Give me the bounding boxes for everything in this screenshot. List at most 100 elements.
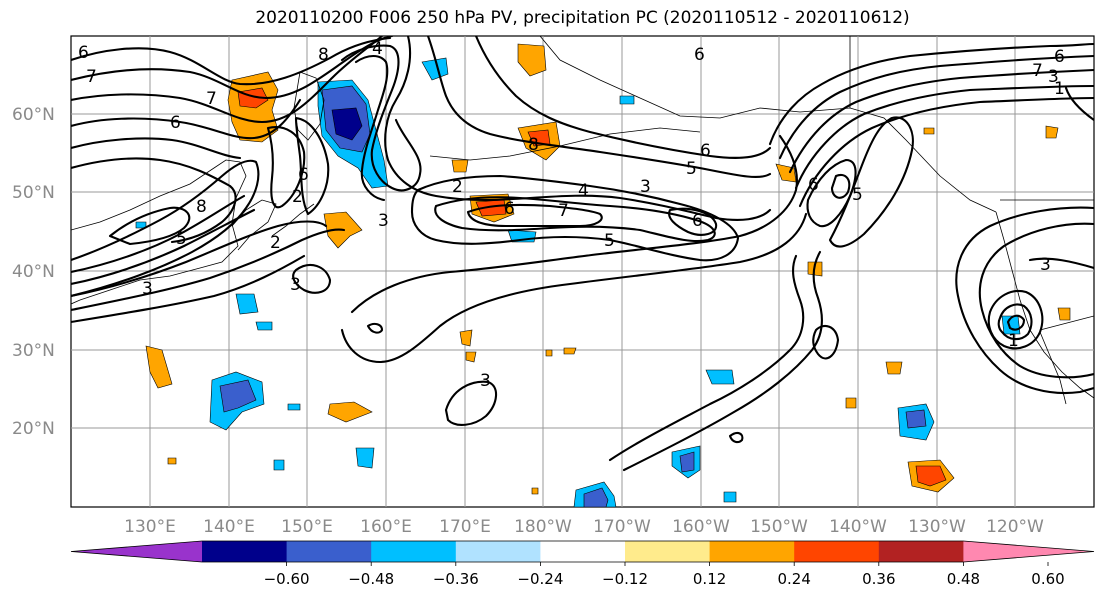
colorbar-segment — [286, 541, 372, 562]
pv-contour — [350, 134, 798, 314]
colorbar-tick-label: −0.48 — [348, 570, 394, 588]
contour-label: 3 — [1048, 67, 1059, 87]
precip-patch — [583, 487, 609, 507]
contour-label: 6 — [808, 175, 819, 195]
coastline-alaska — [539, 36, 997, 213]
contour-label: 8 — [528, 135, 539, 155]
colorbar-tick-label: 0.60 — [1031, 570, 1064, 588]
contour-label: 3 — [142, 279, 153, 299]
colorbar-tick-label: 0.48 — [947, 570, 980, 588]
precip-patch — [531, 487, 539, 495]
contour-label: 3 — [378, 211, 389, 231]
pv-contour — [1028, 257, 1094, 270]
precip-patch — [679, 451, 695, 473]
map-title: 2020110200 F006 250 hPa PV, precipitatio… — [255, 8, 910, 28]
lon-label: 130°E — [124, 517, 176, 537]
colorbar-segment — [371, 541, 457, 562]
contour-label: 6 — [298, 165, 309, 185]
pv-contour — [788, 68, 1094, 174]
pv-contour — [366, 322, 384, 334]
lat-label: 30°N — [12, 341, 55, 361]
precip-patch — [619, 95, 635, 105]
precip-patch — [517, 43, 547, 77]
colorbar-extend-min — [71, 541, 202, 562]
pv-contour — [71, 220, 328, 298]
colorbar-tick-label: 0.24 — [777, 570, 810, 588]
lon-label: 130°W — [908, 517, 966, 537]
contour-label: 6 — [170, 113, 181, 133]
colorbar-tick-label: −0.60 — [264, 570, 310, 588]
precip-patch — [421, 57, 449, 81]
pv-contour — [768, 42, 1094, 146]
colorbar-segment — [709, 541, 795, 562]
pv-contour — [778, 54, 1094, 160]
contour-label: 3 — [640, 177, 651, 197]
pv-contour — [71, 159, 260, 298]
pv-contour — [668, 207, 718, 236]
contour-label: 3 — [1040, 255, 1051, 275]
precip-patch — [545, 349, 553, 357]
mexico-border — [1039, 315, 1094, 331]
pv-contour — [794, 84, 1094, 190]
lat-label: 40°N — [12, 262, 55, 282]
contour-label: 8 — [196, 197, 207, 217]
contour-label: 4 — [578, 181, 589, 201]
pv-contour-labels: 6 7 7 6 8 4 6 5 8 2 2 3 3 3 7 6 2 8 5 3 … — [78, 39, 1065, 391]
colorbar-extend-max — [963, 541, 1094, 562]
lon-label: 160°W — [672, 517, 730, 537]
contour-label: 5 — [604, 231, 615, 251]
lon-label: 170°E — [439, 517, 491, 537]
precip-patch — [255, 321, 273, 331]
precip-patch — [705, 369, 735, 385]
contour-label: 6 — [700, 141, 711, 161]
colorbar: −0.60 −0.48 −0.36 −0.24 −0.12 0.12 0.24 0.36 0.4… — [70, 540, 1095, 588]
pv-contour — [71, 36, 392, 86]
contour-label: 1 — [1008, 331, 1019, 351]
pv-contour — [608, 254, 805, 462]
pv-contour — [71, 137, 242, 160]
pv-contour — [830, 173, 851, 199]
pv-contour — [71, 36, 394, 100]
precip-patch — [885, 361, 903, 375]
contour-label: 7 — [86, 67, 97, 87]
colorbar-segment — [625, 541, 711, 562]
pv-contour — [294, 116, 330, 216]
pv-contour — [71, 98, 302, 140]
colorbar-outline — [70, 540, 1095, 563]
precip-patch — [167, 457, 177, 465]
precip-patch — [219, 379, 257, 413]
latitude-labels: 60°N 50°N 40°N 30°N 20°N — [12, 105, 55, 439]
precip-patch — [327, 401, 373, 423]
pv-contour — [997, 303, 1033, 341]
lon-label: 170°W — [593, 517, 651, 537]
contour-label: 2 — [292, 187, 303, 207]
lon-label: 150°E — [281, 517, 333, 537]
contour-label: 2 — [452, 177, 463, 197]
contour-label: 4 — [372, 39, 383, 59]
contour-label: 5 — [686, 159, 697, 179]
contour-label: 6 — [694, 45, 705, 65]
precip-patch — [355, 447, 375, 469]
pv-contour — [292, 264, 332, 294]
pv-contour — [71, 36, 384, 124]
contour-label: 6 — [504, 199, 515, 219]
contour-label: 7 — [558, 201, 569, 221]
longitude-labels: 130°E 140°E 150°E 160°E 170°E 180°W 170°… — [124, 517, 1044, 537]
pv-contour — [354, 54, 389, 202]
precip-patch — [723, 491, 737, 503]
contour-label: 6 — [1054, 47, 1065, 67]
colorbar-tick-label: 0.12 — [693, 570, 726, 588]
colorbar-tick-label: 0.36 — [862, 570, 895, 588]
precip-shading — [135, 43, 1071, 507]
precip-patch — [905, 409, 927, 429]
colorbar-segment — [455, 541, 541, 562]
lon-label: 180°W — [514, 517, 572, 537]
precip-patch — [1045, 125, 1059, 139]
lon-label: 140°W — [829, 517, 887, 537]
pv-contour — [1064, 86, 1094, 122]
lon-label: 160°E — [360, 517, 412, 537]
colorbar-tick-label: −0.12 — [602, 570, 648, 588]
contour-label: 1 — [1054, 79, 1065, 99]
pv-contour — [410, 174, 740, 262]
